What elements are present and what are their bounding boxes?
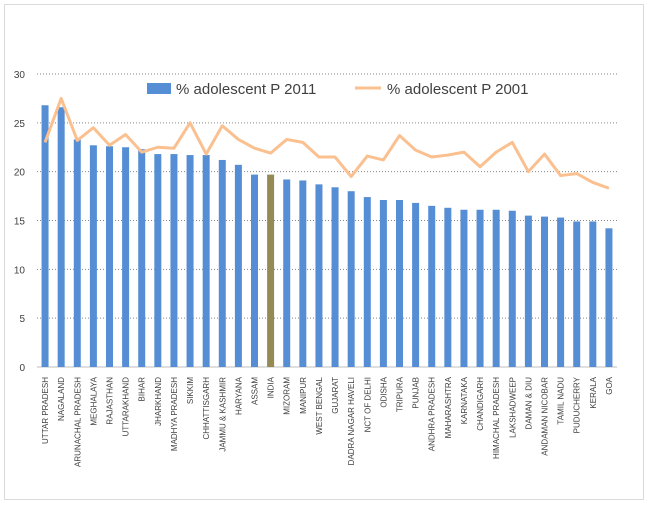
bar xyxy=(57,107,65,367)
x-tick-label: KARNATAKA xyxy=(460,376,469,424)
x-tick-label: TRIPURA xyxy=(396,376,405,412)
bar xyxy=(460,209,468,367)
bar xyxy=(541,216,548,367)
bar xyxy=(186,155,194,367)
legend-swatch-2011 xyxy=(147,83,171,94)
x-tick-label: ODISHA xyxy=(379,376,388,407)
bar xyxy=(122,147,130,367)
x-tick-label: UTTAR PRADESH xyxy=(41,377,50,444)
bar xyxy=(444,207,452,367)
bar xyxy=(41,105,49,368)
bar xyxy=(73,139,81,367)
x-tick-label: HARYANA xyxy=(234,376,243,415)
legend: % adolescent P 2011 % adolescent P 2001 xyxy=(147,81,529,98)
x-tick-label: NAGALAND xyxy=(57,377,66,421)
x-tick-label: MEGHALAYA xyxy=(89,376,98,425)
y-tick-label: 0 xyxy=(19,363,25,374)
x-tick-label: CHHATTISGARH xyxy=(202,377,211,440)
bar xyxy=(234,164,242,367)
x-tick-label: INDIA xyxy=(267,376,276,398)
y-tick-label: 5 xyxy=(19,314,25,325)
bar xyxy=(267,174,275,367)
legend-label-2011: % adolescent P 2011 xyxy=(176,81,316,98)
y-tick-label: 20 xyxy=(14,168,26,179)
x-tick-label: ARUNACHAL PRADESH xyxy=(73,377,82,467)
x-tick-label: WEST BENGAL xyxy=(315,376,324,434)
x-tick-label: RAJASTHAN xyxy=(106,377,115,425)
bar xyxy=(331,187,339,367)
x-tick-label: UTTARAKHAND xyxy=(122,377,131,437)
x-tick-label: TAMIL NADU xyxy=(557,377,566,425)
x-tick-label: DADRA NAGAR HAVELI xyxy=(347,377,356,465)
bar xyxy=(154,154,162,367)
bar xyxy=(299,180,307,367)
x-tick-label: CHANDIGARH xyxy=(476,377,485,431)
x-tick-label: MAHARASHTRA xyxy=(444,376,453,438)
x-tick-label: KERALA xyxy=(589,376,598,408)
x-tick-label: ANDHRA PRADESH xyxy=(428,377,437,451)
bar xyxy=(106,146,113,367)
x-tick-label: ANDAMAN NICOBAR xyxy=(541,377,550,456)
bar xyxy=(170,154,178,367)
x-tick-label: HIMACHAL PRADESH xyxy=(492,377,501,459)
bar xyxy=(605,228,613,367)
y-tick-label: 25 xyxy=(14,119,26,130)
x-tick-label: ASSAM xyxy=(251,377,260,405)
bar xyxy=(573,221,581,367)
bar xyxy=(508,210,516,367)
x-tick-label: MADHYA PRADESH xyxy=(170,377,179,451)
x-tick-label: NCT OF DELHI xyxy=(363,377,372,432)
bar xyxy=(557,217,565,367)
bar xyxy=(428,205,436,367)
series-line-2001 xyxy=(43,96,610,190)
y-tick-label: 15 xyxy=(14,217,26,228)
x-tick-label: GUJARAT xyxy=(331,377,340,414)
bar xyxy=(347,191,355,367)
x-tick-label: PUDUCHERRY xyxy=(573,376,582,433)
bar xyxy=(396,199,403,367)
bar xyxy=(476,209,484,367)
bar xyxy=(138,149,146,367)
bar xyxy=(363,197,371,367)
bar xyxy=(492,209,500,367)
y-tick-label: 10 xyxy=(14,265,26,276)
x-tick-label: JHARKHAND xyxy=(154,377,163,426)
x-tick-label: PUNJAB xyxy=(412,377,421,409)
x-tick-label: BIHAR xyxy=(138,377,147,402)
x-tick-label: MANIPUR xyxy=(299,377,308,414)
bar xyxy=(89,145,97,367)
x-tick-label: DAMAN & DIU xyxy=(524,377,533,430)
bar xyxy=(589,221,597,367)
bar xyxy=(202,155,210,367)
bar xyxy=(412,202,420,367)
bar xyxy=(283,179,291,367)
x-tick-label: SIKKIM xyxy=(186,377,195,404)
bar xyxy=(524,215,532,367)
x-tick-label: GOA xyxy=(605,376,614,394)
y-tick-label: 30 xyxy=(14,70,26,81)
x-tick-label: MIZORAM xyxy=(283,377,292,415)
bar xyxy=(315,184,323,367)
x-tick-label: LAKSHADWEEP xyxy=(508,377,517,438)
bar xyxy=(218,159,226,367)
legend-label-2001: % adolescent P 2001 xyxy=(387,81,529,98)
bar xyxy=(379,199,387,367)
bar xyxy=(251,174,258,367)
x-tick-label: JAMMU & KASHMIR xyxy=(218,377,227,452)
